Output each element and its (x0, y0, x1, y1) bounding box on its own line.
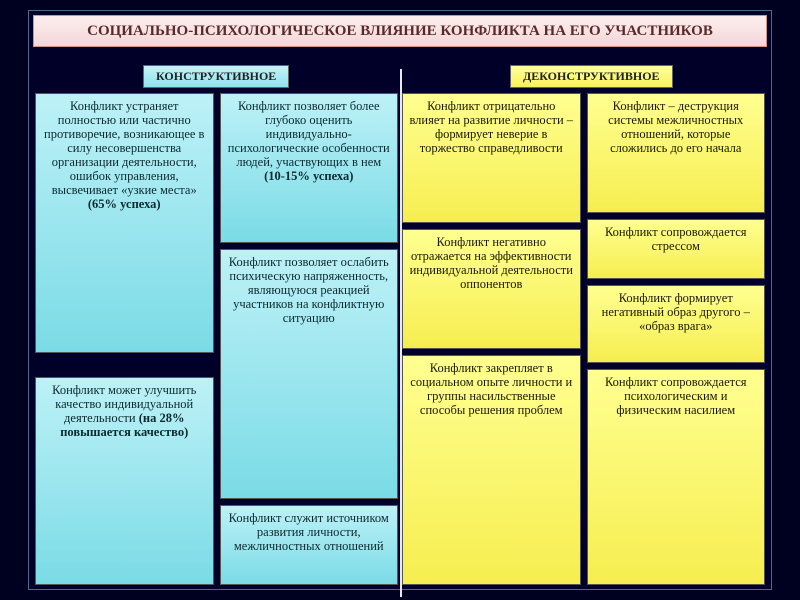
box-text: Конфликт отрицательно влияет на развитие… (409, 99, 573, 155)
constructive-column: КОНСТРУКТИВНОЕ Конфликт устраняет полнос… (33, 65, 400, 585)
deconstructive-box: Конфликт формирует негативный образ друг… (587, 285, 766, 363)
box-text: Конфликт служит источником развития личн… (229, 511, 389, 553)
constructive-subcol-right: Конфликт позволяет более глубоко оценить… (220, 93, 399, 585)
deconstructive-box: Конфликт негативно отражается на эффекти… (402, 229, 581, 349)
deconstructive-column: ДЕКОНСТРУКТИВНОЕ Конфликт отрицательно в… (400, 65, 767, 585)
box-emph: (10-15% успеха) (264, 169, 353, 183)
spacer (35, 359, 214, 371)
box-text: Конфликт позволяет более глубоко оценить… (228, 99, 390, 169)
constructive-body: Конфликт устраняет полностью или частичн… (35, 93, 398, 585)
deconstructive-box: Конфликт сопровождается психологическим … (587, 369, 766, 585)
deconstructive-box: Конфликт отрицательно влияет на развитие… (402, 93, 581, 223)
constructive-box: Конфликт позволяет ослабить психическую … (220, 249, 399, 499)
constructive-box: Конфликт устраняет полностью или частичн… (35, 93, 214, 353)
columns-container: КОНСТРУКТИВНОЕ Конфликт устраняет полнос… (33, 65, 767, 585)
deconstructive-subcol-left: Конфликт отрицательно влияет на развитие… (402, 93, 581, 585)
page-title: СОЦИАЛЬНО-ПСИХОЛОГИЧЕСКОЕ ВЛИЯНИЕ КОНФЛИ… (33, 15, 767, 47)
deconstructive-subcol-right: Конфликт – деструкция системы межличност… (587, 93, 766, 585)
box-text: Конфликт сопровождается стрессом (605, 225, 747, 253)
box-text: Конфликт сопровождается психологическим … (605, 375, 747, 417)
box-text: Конфликт позволяет ослабить психическую … (229, 255, 389, 325)
box-text: Конфликт формирует негативный образ друг… (602, 291, 750, 333)
deconstructive-box: Конфликт сопровождается стрессом (587, 219, 766, 279)
box-text: Конфликт устраняет полностью или частичн… (44, 99, 204, 197)
box-text: Конфликт негативно отражается на эффекти… (410, 235, 573, 291)
constructive-subcol-left: Конфликт устраняет полностью или частичн… (35, 93, 214, 585)
constructive-box: Конфликт служит источником развития личн… (220, 505, 399, 585)
deconstructive-body: Конфликт отрицательно влияет на развитие… (402, 93, 765, 585)
main-frame: СОЦИАЛЬНО-ПСИХОЛОГИЧЕСКОЕ ВЛИЯНИЕ КОНФЛИ… (28, 10, 772, 590)
deconstructive-box: Конфликт закрепляет в социальном опыте л… (402, 355, 581, 585)
constructive-box: Конфликт может улучшить качество индивид… (35, 377, 214, 585)
deconstructive-box: Конфликт – деструкция системы межличност… (587, 93, 766, 213)
box-text: Конфликт – деструкция системы межличност… (608, 99, 743, 155)
constructive-box: Конфликт позволяет более глубоко оценить… (220, 93, 399, 243)
category-label-constructive: КОНСТРУКТИВНОЕ (143, 65, 289, 88)
box-text: Конфликт закрепляет в социальном опыте л… (410, 361, 572, 417)
category-label-deconstructive: ДЕКОНСТРУКТИВНОЕ (510, 65, 673, 88)
box-emph: (65% успеха) (88, 197, 161, 211)
